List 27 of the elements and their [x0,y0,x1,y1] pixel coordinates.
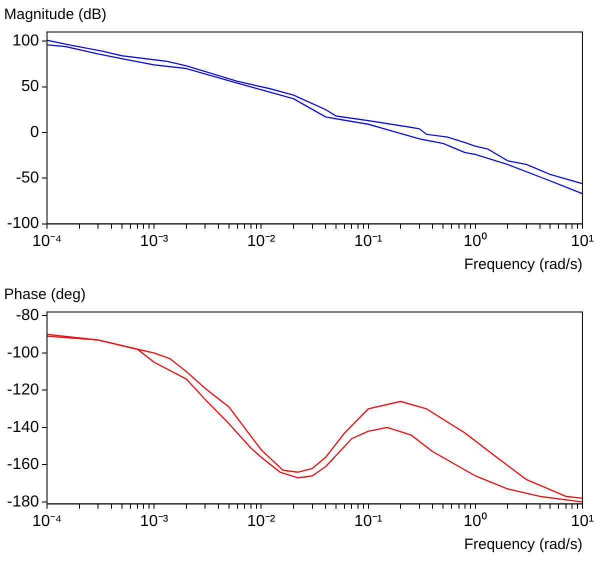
x-tick-label: 10⁻³ [140,512,169,530]
y-tick-label: 0 [30,124,40,141]
y-tick-label: -50 [16,170,40,187]
x-tick-label: 10⁻³ [140,232,169,250]
x-axis-title: Frequency (rad/s) [464,536,582,554]
y-tick-label: -80 [16,307,40,324]
x-tick-label: 10⁻⁴ [32,232,62,250]
y-tick-label: 100 [12,32,40,50]
x-axis-title: Frequency (rad/s) [464,256,582,274]
y-tick-label: -100 [6,344,40,362]
x-tick-label: 10⁻² [247,232,276,250]
chart-title: Magnitude (dB) [4,6,107,24]
y-tick-label: -160 [6,456,40,474]
y-tick-label: -180 [6,493,40,510]
y-tick-label: -120 [6,382,40,399]
y-tick-label: -140 [6,418,40,436]
x-tick-label: 10⁻¹ [354,232,382,250]
y-tick-label: -100 [6,215,40,232]
x-tick-label: 10⁻⁴ [32,512,62,530]
y-tick-label: 50 [21,78,40,96]
x-tick-label: 10⁻² [247,512,276,530]
x-tick-label: 10⁰ [463,512,488,530]
x-tick-label: 10¹ [570,512,594,530]
x-tick-label: 10⁻¹ [354,512,382,530]
chart-title: Phase (deg) [4,286,86,304]
x-tick-label: 10¹ [570,232,594,250]
x-tick-label: 10⁰ [463,232,488,250]
